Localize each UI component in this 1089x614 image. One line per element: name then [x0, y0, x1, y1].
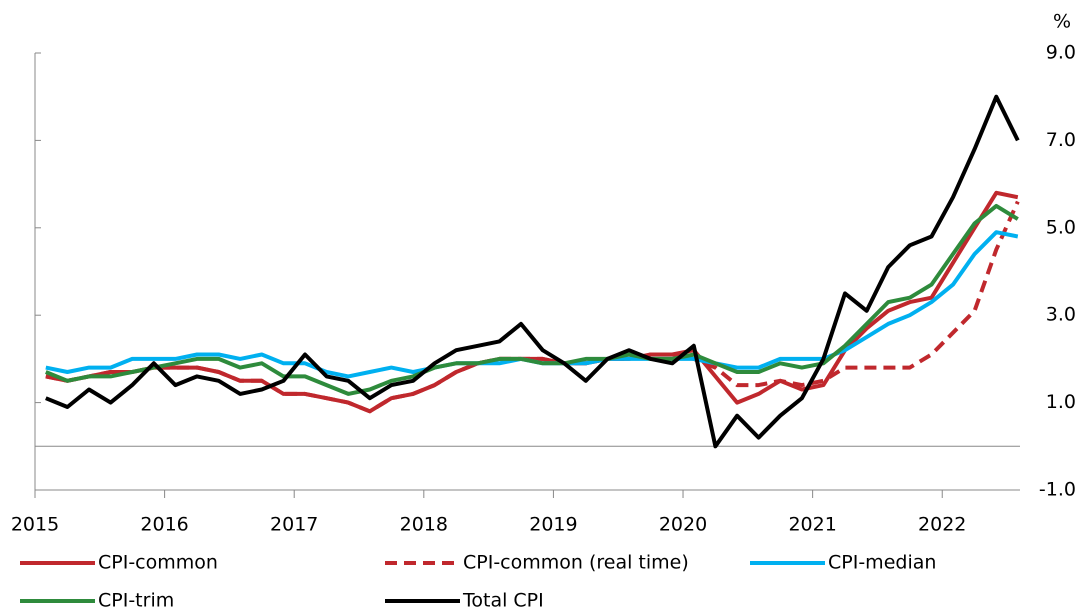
- x-tick-label: 2016: [140, 514, 188, 536]
- series-line: [45, 200, 1020, 414]
- legend-label: CPI-median: [828, 552, 936, 574]
- y-tick-label: 3.0: [1046, 304, 1076, 326]
- series-line: [45, 94, 1020, 449]
- y-tick-label: -1.0: [1039, 479, 1076, 501]
- x-tick-label: 2022: [918, 514, 966, 536]
- y-tick-label: 1.0: [1046, 391, 1076, 413]
- y-tick-label: 5.0: [1046, 216, 1076, 238]
- x-tick-label: 2017: [270, 514, 318, 536]
- legend-label: CPI-trim: [98, 590, 174, 612]
- x-tick-label: 2018: [400, 514, 448, 536]
- series-line: [45, 190, 1019, 414]
- y-tick-label: 7.0: [1046, 129, 1076, 151]
- x-tick-label: 2015: [11, 514, 59, 536]
- series-line: [45, 203, 1019, 396]
- legend-label: CPI-common: [98, 552, 218, 574]
- x-tick-label: 2019: [529, 514, 577, 536]
- legend-label: Total CPI: [462, 590, 544, 612]
- legend-label: CPI-common (real time): [463, 552, 689, 574]
- y-tick-label: 9.0: [1046, 42, 1076, 64]
- x-tick-label: 2021: [788, 514, 836, 536]
- y-unit: %: [1053, 11, 1071, 33]
- x-tick-label: 2020: [659, 514, 707, 536]
